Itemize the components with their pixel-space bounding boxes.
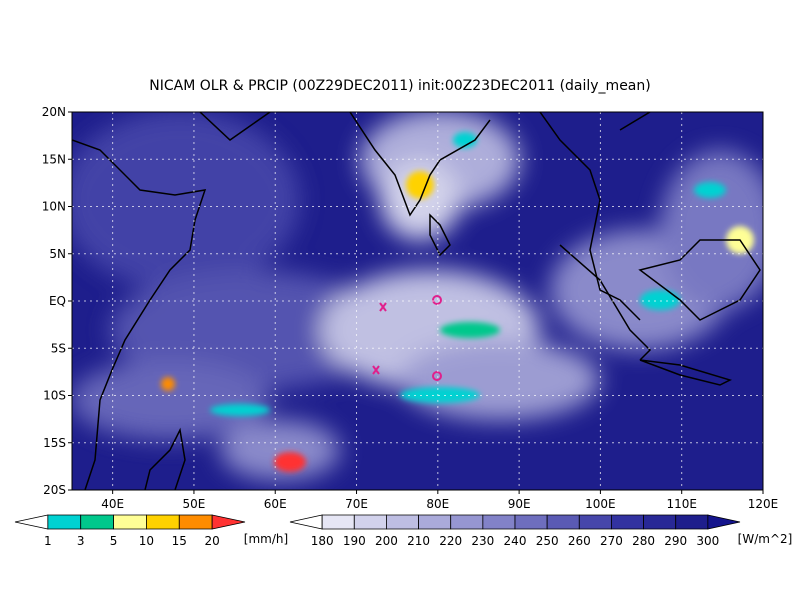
lat-label: EQ [49, 294, 66, 308]
lat-label: 20N [42, 105, 66, 119]
colorbar-unit: [W/m^2] [738, 532, 793, 546]
colorbar-swatch [80, 514, 114, 530]
colorbar-swatch [675, 514, 709, 530]
colorbar-label: 230 [471, 534, 494, 548]
lat-label: 15S [43, 436, 66, 450]
colorbar-swatch [643, 514, 677, 530]
lat-label: 10S [43, 389, 66, 403]
colorbar-label: 270 [600, 534, 623, 548]
colorbar-swatch [611, 514, 644, 530]
colorbar-swatch [113, 514, 147, 530]
colorbar-label: 250 [536, 534, 559, 548]
colorbar-swatch [514, 514, 548, 530]
colorbar-swatch [578, 514, 612, 530]
colorbar-swatch [386, 514, 419, 530]
lat-label: 15N [42, 152, 66, 166]
colorbar-label: 180 [311, 534, 334, 548]
lon-label: 80E [426, 497, 449, 511]
colorbar-label: 220 [439, 534, 462, 548]
colorbar-swatch [450, 514, 484, 530]
colorbar-swatch [353, 514, 387, 530]
colorbar-label: 5 [110, 534, 118, 548]
lon-label: 110E [666, 497, 697, 511]
lon-label: 120E [748, 497, 779, 511]
colorbar-unit: [mm/h] [244, 532, 288, 546]
lon-label: 50E [183, 497, 206, 511]
lon-label: 90E [508, 497, 531, 511]
colorbar-label: 20 [205, 534, 220, 548]
lat-label: 20S [43, 483, 66, 497]
colorbar-label: 210 [407, 534, 430, 548]
colorbar-label: 15 [172, 534, 187, 548]
colorbar-label: 240 [504, 534, 527, 548]
colorbar-swatch [546, 514, 580, 530]
lat-label: 10N [42, 200, 66, 214]
colorbar-swatch [211, 514, 246, 530]
colorbar-swatch [289, 514, 323, 530]
colorbar-swatch [146, 514, 180, 530]
colorbar-swatch [14, 514, 49, 530]
colorbar-label: 1 [44, 534, 52, 548]
lon-label: 60E [264, 497, 287, 511]
colorbar-label: 280 [632, 534, 655, 548]
colorbar-label: 260 [568, 534, 591, 548]
lon-label: 70E [345, 497, 368, 511]
colorbar-label: 190 [343, 534, 366, 548]
colorbar-swatch [47, 514, 82, 530]
lat-label: 5N [49, 247, 66, 261]
colorbar-label: 3 [77, 534, 85, 548]
colorbar-swatch [321, 514, 355, 530]
colorbar-swatch [707, 514, 741, 530]
lon-label: 100E [585, 497, 616, 511]
colorbar-label: 300 [696, 534, 719, 548]
colorbar-label: 10 [139, 534, 154, 548]
map-field [72, 112, 763, 490]
lon-label: 40E [101, 497, 124, 511]
lat-label: 5S [51, 341, 66, 355]
colorbar-swatch [178, 514, 213, 530]
title: NICAM OLR & PRCIP (00Z29DEC2011) init:00… [149, 78, 650, 94]
colorbar-label: 200 [375, 534, 398, 548]
colorbar-swatch [418, 514, 452, 530]
colorbar-swatch [482, 514, 516, 530]
colorbar-label: 290 [664, 534, 687, 548]
